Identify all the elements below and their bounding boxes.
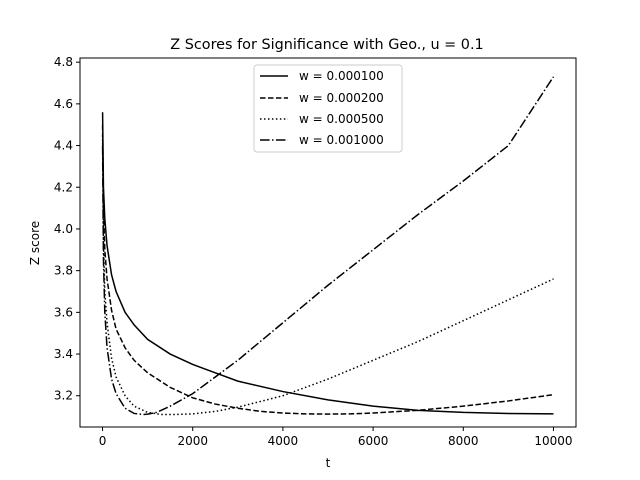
plot-area-frame <box>79 57 577 428</box>
series-line-dashdot <box>101 76 555 416</box>
y-tick-label: 3.8 <box>54 264 73 278</box>
y-axis-label: Z score <box>28 221 42 265</box>
legend-label-w-0.000200: w = 0.000200 <box>299 91 384 105</box>
y-tick-label: 3.4 <box>54 347 73 361</box>
x-axis-label: t <box>326 456 331 470</box>
x-tick-label: 8000 <box>448 434 479 448</box>
x-tick-label: 10000 <box>534 434 572 448</box>
series-line-solid <box>101 112 554 415</box>
y-tick-label: 3.6 <box>54 305 73 319</box>
y-axis-ticks: 3.2 3.4 3.6 3.8 4.0 4.2 4.4 4.6 4.8 <box>54 55 80 403</box>
y-tick-label: 4.2 <box>54 180 73 194</box>
series-layer <box>101 76 555 416</box>
legend-box <box>253 64 403 153</box>
legend-label-w-0.000100: w = 0.000100 <box>299 69 384 83</box>
series-line-dashed <box>101 124 554 415</box>
x-axis-ticks: 0 2000 4000 6000 8000 10000 <box>99 427 573 448</box>
y-tick-label: 3.2 <box>54 389 73 403</box>
y-tick-label: 4.4 <box>54 139 73 153</box>
legend-label-w-0.000500: w = 0.000500 <box>299 112 384 126</box>
series-line-dotted <box>101 135 554 416</box>
x-tick-label: 6000 <box>358 434 389 448</box>
legend: w = 0.000100 w = 0.000200 w = 0.000500 w… <box>253 64 403 153</box>
x-tick-label: 4000 <box>268 434 299 448</box>
x-tick-label: 2000 <box>177 434 208 448</box>
legend-label-w-0.001000: w = 0.001000 <box>299 133 384 147</box>
y-tick-label: 4.6 <box>54 97 73 111</box>
chart-title: Z Scores for Significance with Geo., u =… <box>170 37 483 53</box>
y-tick-label: 4.8 <box>54 55 73 69</box>
x-tick-label: 0 <box>99 434 107 448</box>
y-tick-label: 4.0 <box>54 222 73 236</box>
